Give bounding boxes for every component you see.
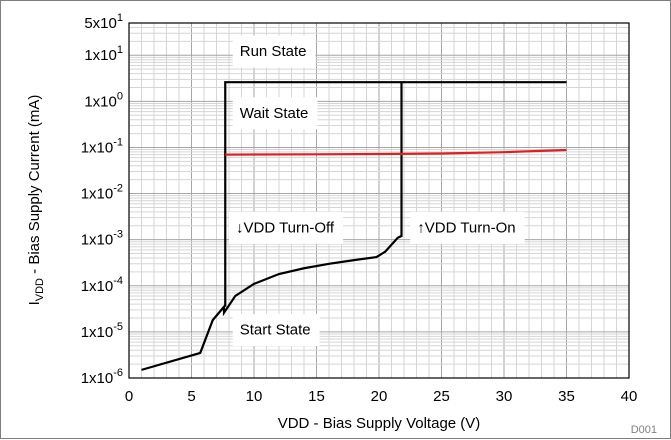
annotation: ↑VDD Turn-On bbox=[410, 211, 525, 244]
annotation: Wait State bbox=[232, 97, 318, 130]
annotation: ↓VDD Turn-Off bbox=[229, 211, 344, 244]
figure-reference: D001 bbox=[631, 424, 657, 436]
annotation: Start State bbox=[232, 313, 320, 346]
y-tick-label: 1x10-2 bbox=[81, 183, 123, 203]
series-line-2 bbox=[224, 81, 402, 307]
annotation-label: Wait State bbox=[240, 105, 309, 122]
x-tick-label: 20 bbox=[371, 388, 388, 405]
y-tick-label: 1x100 bbox=[84, 90, 123, 110]
x-tick-label: 35 bbox=[558, 388, 575, 405]
y-tick-label: 1x10-3 bbox=[81, 229, 123, 249]
x-tick-label: 40 bbox=[621, 388, 638, 405]
x-tick-label: 30 bbox=[496, 388, 513, 405]
annotation-background bbox=[232, 35, 316, 68]
y-axis-title: IVDD - Bias Supply Current (mA) bbox=[26, 95, 46, 306]
tick-label-layer: 0 5 10 15 20 25 30 35 40 1x10-6 1x10-5 1x10-4 1x10-3… bbox=[81, 12, 638, 405]
y-tick-label: 5x101 bbox=[84, 12, 123, 32]
x-axis-title: VDD - Bias Supply Voltage (V) bbox=[278, 415, 481, 432]
x-tick-label: 25 bbox=[433, 388, 450, 405]
series-line-3 bbox=[225, 148, 567, 156]
annotation: Run State bbox=[232, 35, 316, 68]
plot-border bbox=[128, 22, 630, 379]
annotation-label: ↑VDD Turn-On bbox=[417, 219, 515, 236]
y-tick-label: 1x10-1 bbox=[81, 136, 123, 156]
annotation-background bbox=[410, 211, 525, 244]
y-tick-label: 1x101 bbox=[84, 44, 123, 64]
annotation-background bbox=[232, 97, 318, 130]
x-tick-label: 5 bbox=[187, 388, 195, 405]
annotation-label: Run State bbox=[240, 43, 307, 60]
annotation-label: ↓VDD Turn-Off bbox=[236, 219, 335, 236]
grid-layer bbox=[129, 23, 629, 378]
annotation-background bbox=[232, 313, 320, 346]
x-tick-label: 0 bbox=[125, 388, 133, 405]
annotation-layer: Run State Wait State ↓VDD Turn-Off ↑VDD Tur… bbox=[229, 35, 525, 346]
series-layer bbox=[141, 81, 567, 371]
series-line-1 bbox=[141, 81, 567, 371]
annotation-background bbox=[229, 211, 344, 244]
y-tick-label: 1x10-4 bbox=[81, 275, 123, 295]
annotation-label: Start State bbox=[240, 321, 311, 338]
y-tick-label: 1x10-6 bbox=[81, 367, 123, 387]
x-tick-label: 10 bbox=[246, 388, 263, 405]
y-tick-label: 1x10-5 bbox=[81, 321, 123, 341]
x-tick-label: 15 bbox=[308, 388, 325, 405]
